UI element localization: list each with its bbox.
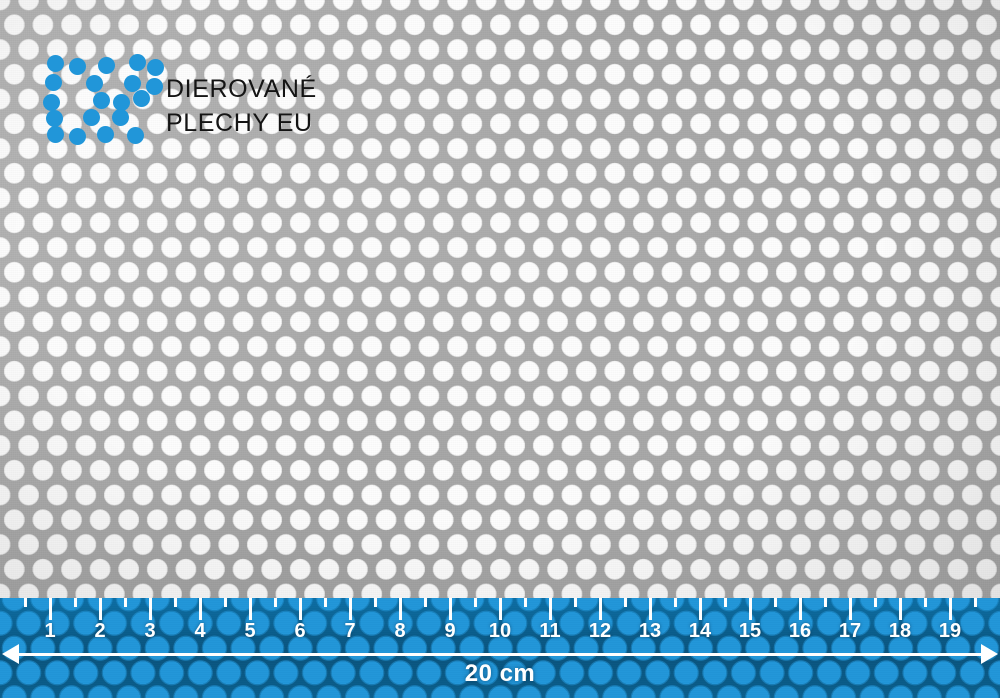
ruler-tick-minor	[374, 598, 377, 607]
ruler-tick-major	[599, 598, 602, 620]
logo-dot	[43, 94, 60, 111]
logo-dot	[45, 74, 62, 91]
ruler-tick-major	[549, 598, 552, 620]
ruler-tick-label: 7	[344, 620, 356, 642]
brand-logo: DIEROVANÉ PLECHY EU	[36, 52, 336, 147]
ruler-tick-minor	[774, 598, 777, 607]
logo-dot	[113, 94, 130, 111]
ruler-tick-minor	[824, 598, 827, 607]
ruler-tick-minor	[574, 598, 577, 607]
ruler-tick-minor	[924, 598, 927, 607]
logo-dot	[146, 78, 163, 95]
ruler-tick-label: 3	[144, 620, 156, 642]
ruler-tick-minor	[524, 598, 527, 607]
ruler-tick-minor	[474, 598, 477, 607]
ruler-tick-major	[199, 598, 202, 620]
ruler-tick-label: 16	[788, 620, 812, 642]
ruler-tick-major	[749, 598, 752, 620]
ruler-tick-major	[699, 598, 702, 620]
ruler-tick-major	[349, 598, 352, 620]
ruler-tick-label: 9	[444, 620, 456, 642]
ruler-tick-major	[849, 598, 852, 620]
ruler-tick-minor	[424, 598, 427, 607]
ruler-tick-major	[449, 598, 452, 620]
brand-line-1: DIEROVANÉ	[166, 75, 317, 103]
ruler-tick-major	[949, 598, 952, 620]
measure-span-line	[16, 653, 984, 656]
ruler-tick-major	[49, 598, 52, 620]
ruler-tick-label: 1	[44, 620, 56, 642]
logo-dot	[93, 92, 110, 109]
logo-dot	[133, 90, 150, 107]
ruler-tick-major	[99, 598, 102, 620]
ruler-tick-label: 13	[638, 620, 662, 642]
logo-dot	[86, 75, 103, 92]
ruler-tick-label: 10	[488, 620, 512, 642]
arrow-left-icon	[2, 644, 19, 664]
logo-dot	[129, 54, 146, 71]
logo-dot	[69, 128, 86, 145]
ruler-tick-minor	[324, 598, 327, 607]
logo-dot	[47, 126, 64, 143]
logo-dot	[124, 75, 141, 92]
logo-dot	[112, 109, 129, 126]
ruler-tick-label: 14	[688, 620, 712, 642]
ruler-tick-minor	[974, 598, 977, 607]
ruler-tick-major	[249, 598, 252, 620]
logo-dot	[83, 109, 100, 126]
ruler-tick-label: 4	[194, 620, 206, 642]
ruler-tick-label: 19	[938, 620, 962, 642]
ruler-tick-minor	[24, 598, 27, 607]
ruler-tick-minor	[124, 598, 127, 607]
logo-dot	[98, 57, 115, 74]
arrow-right-icon	[981, 644, 998, 664]
ruler-tick-label: 2	[94, 620, 106, 642]
ruler-tick-minor	[724, 598, 727, 607]
ruler-tick-label: 5	[244, 620, 256, 642]
ruler-tick-major	[799, 598, 802, 620]
measure-span-label: 20 cm	[464, 660, 536, 687]
perforated-sheet	[0, 0, 1000, 598]
ruler-tick-label: 18	[888, 620, 912, 642]
ruler-tick-label: 12	[588, 620, 612, 642]
logo-dot	[46, 110, 63, 127]
ruler-tick-minor	[224, 598, 227, 607]
logo-dot	[47, 55, 64, 72]
ruler-tick-minor	[174, 598, 177, 607]
ruler-tick-label: 11	[539, 620, 561, 642]
ruler-tick-minor	[874, 598, 877, 607]
brand-line-2: PLECHY EU	[166, 109, 313, 137]
logo-dot	[147, 59, 164, 76]
ruler-tick-minor	[274, 598, 277, 607]
ruler-tick-minor	[674, 598, 677, 607]
ruler-tick-label: 17	[838, 620, 862, 642]
ruler-tick-major	[299, 598, 302, 620]
ruler-tick-major	[149, 598, 152, 620]
ruler-tick-major	[499, 598, 502, 620]
ruler-tick-minor	[74, 598, 77, 607]
logo-dot	[97, 126, 114, 143]
scale-ruler: 1 2 3 4 5 6 7 8 9 10 11 12 13 14 15 16 17 18 19 20 cm	[0, 598, 1000, 698]
brand-name: DIEROVANÉ PLECHY EU	[166, 72, 317, 140]
logo-dot	[69, 58, 86, 75]
ruler-tick-major	[399, 598, 402, 620]
ruler-tick-minor	[624, 598, 627, 607]
ruler-tick-major	[649, 598, 652, 620]
ruler-tick-label: 8	[394, 620, 406, 642]
logo-dot	[127, 127, 144, 144]
dp-dot-logo-icon	[36, 52, 164, 145]
ruler-tick-label: 15	[738, 620, 762, 642]
ruler-tick-major	[899, 598, 902, 620]
ruler-tick-label: 6	[294, 620, 306, 642]
